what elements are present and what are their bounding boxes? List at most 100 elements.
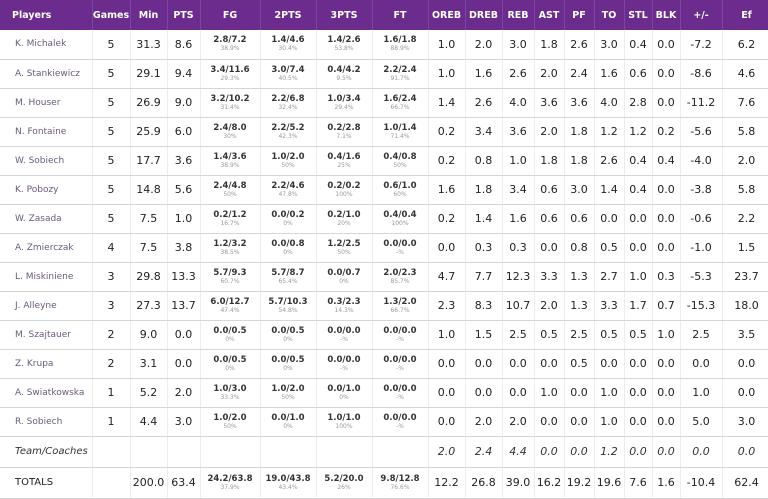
header-dreb[interactable]: DREB — [465, 0, 503, 30]
ft-cell: 0.6/1.0 60% — [372, 175, 429, 205]
header-reb[interactable]: REB — [502, 0, 535, 30]
player-name[interactable]: K. Pobozy — [0, 175, 93, 205]
3pts-cell: 0.3/2.3 14.3% — [316, 291, 373, 321]
player-name[interactable]: Z. Krupa — [0, 349, 93, 379]
player-name[interactable]: R. Sobiech — [0, 407, 93, 437]
header-plus-minus[interactable]: +/- — [680, 0, 723, 30]
blk-cell: 0.0 — [652, 349, 681, 379]
2pts-pct: 32.4% — [278, 103, 298, 111]
fg-pct: 31.4% — [220, 103, 240, 111]
header-to[interactable]: TO — [594, 0, 625, 30]
totals-ft-pct: 76.6% — [390, 483, 410, 491]
oreb-cell: 1.0 — [428, 320, 466, 350]
ef-cell: 0.0 — [722, 378, 768, 408]
3pts-pct: 100% — [335, 422, 353, 430]
fg-cell: 2.8/7.2 38.9% — [200, 30, 261, 60]
header-ast[interactable]: AST — [534, 0, 565, 30]
fg-made: 1.0/3.0 — [213, 383, 247, 394]
header-fg[interactable]: FG — [200, 0, 261, 30]
ft-pct: -% — [396, 393, 404, 401]
team-to: 1.2 — [594, 436, 625, 468]
2pts-pct: 40.5% — [278, 74, 298, 82]
fg-cell: 1.0/2.0 50% — [200, 407, 261, 437]
to-cell: 0.0 — [594, 204, 625, 234]
stl-cell: 1.0 — [624, 262, 653, 292]
table-header-row: Players Games Min PTS FG 2PTS 3PTS FT OR… — [0, 0, 768, 30]
3pts-made: 1.0/3.4 — [327, 93, 361, 104]
fg-cell: 1.4/3.6 38.9% — [200, 146, 261, 176]
plus-minus-cell: -0.6 — [680, 204, 723, 234]
games-cell: 5 — [92, 204, 131, 234]
fg-pct: 47.4% — [220, 306, 240, 314]
team-3pts — [316, 436, 373, 468]
fg-cell: 0.2/1.2 16.7% — [200, 204, 261, 234]
player-name[interactable]: A. Swiatkowska — [0, 378, 93, 408]
3pts-cell: 0.4/1.6 25% — [316, 146, 373, 176]
header-blk[interactable]: BLK — [652, 0, 681, 30]
ft-pct: -% — [396, 364, 404, 372]
games-cell: 1 — [92, 407, 131, 437]
reb-cell: 1.0 — [502, 146, 535, 176]
table-row: Z. Krupa 2 3.1 0.0 0.0/0.5 0% 0.0/0.5 0% 0.0/0.0… — [0, 349, 768, 379]
table-body: K. Michalek 5 31.3 8.6 2.8/7.2 38.9% 1.4/4.6 30… — [0, 30, 768, 499]
min-cell: 3.1 — [130, 349, 168, 379]
dreb-cell: 3.4 — [465, 117, 503, 147]
ft-made: 0.0/0.0 — [383, 412, 417, 423]
player-name[interactable]: N. Fontaine — [0, 117, 93, 147]
ef-cell: 2.2 — [722, 204, 768, 234]
ast-cell: 0.0 — [534, 233, 565, 263]
header-ft[interactable]: FT — [372, 0, 429, 30]
table-row: W. Zasada 5 7.5 1.0 0.2/1.2 16.7% 0.0/0.2 0% 0.2… — [0, 204, 768, 234]
to-cell: 3.0 — [594, 30, 625, 60]
pts-cell: 6.0 — [167, 117, 201, 147]
totals-pts: 63.4 — [167, 467, 201, 499]
ast-cell: 0.0 — [534, 349, 565, 379]
player-name[interactable]: M. Szajtauer — [0, 320, 93, 350]
dreb-cell: 1.5 — [465, 320, 503, 350]
fg-pct: 33.3% — [220, 393, 240, 401]
pts-cell: 13.3 — [167, 262, 201, 292]
stl-cell: 0.0 — [624, 233, 653, 263]
games-cell: 5 — [92, 59, 131, 89]
header-ef[interactable]: Ef — [722, 0, 768, 30]
header-2pts[interactable]: 2PTS — [260, 0, 317, 30]
table-row: A. Swiatkowska 1 5.2 2.0 1.0/3.0 33.3% 1.0/2.0… — [0, 378, 768, 408]
team-blk: 0.0 — [652, 436, 681, 468]
player-name[interactable]: L. Miskiniene — [0, 262, 93, 292]
ft-made: 0.0/0.0 — [383, 383, 417, 394]
player-name[interactable]: J. Alleyne — [0, 291, 93, 321]
header-oreb[interactable]: OREB — [428, 0, 466, 30]
header-games[interactable]: Games — [92, 0, 131, 30]
fg-made: 0.0/0.5 — [213, 325, 247, 336]
player-name[interactable]: W. Sobiech — [0, 146, 93, 176]
2pts-pct: 50% — [281, 393, 295, 401]
games-cell: 5 — [92, 30, 131, 60]
header-3pts[interactable]: 3PTS — [316, 0, 373, 30]
player-name[interactable]: M. Houser — [0, 88, 93, 118]
games-cell: 2 — [92, 349, 131, 379]
header-pts[interactable]: PTS — [167, 0, 201, 30]
header-pf[interactable]: PF — [564, 0, 595, 30]
header-min[interactable]: Min — [130, 0, 168, 30]
player-name[interactable]: K. Michalek — [0, 30, 93, 60]
player-name[interactable]: A. Zmierczak — [0, 233, 93, 263]
min-cell: 25.9 — [130, 117, 168, 147]
header-players[interactable]: Players — [0, 0, 93, 30]
2pts-made: 0.0/0.5 — [271, 354, 305, 365]
ft-made: 0.6/1.0 — [383, 180, 417, 191]
header-stl[interactable]: STL — [624, 0, 653, 30]
2pts-pct: 65.4% — [278, 277, 298, 285]
pts-cell: 5.6 — [167, 175, 201, 205]
stl-cell: 0.4 — [624, 146, 653, 176]
player-name[interactable]: A. Stankiewicz — [0, 59, 93, 89]
to-cell: 3.3 — [594, 291, 625, 321]
plus-minus-cell: 1.0 — [680, 378, 723, 408]
player-name[interactable]: W. Zasada — [0, 204, 93, 234]
table-row: K. Michalek 5 31.3 8.6 2.8/7.2 38.9% 1.4/4.6 30… — [0, 30, 768, 60]
team-games — [92, 436, 131, 468]
ast-cell: 1.8 — [534, 30, 565, 60]
stl-cell: 1.2 — [624, 117, 653, 147]
3pts-made: 0.0/1.0 — [327, 383, 361, 394]
2pts-made: 1.0/2.0 — [271, 383, 305, 394]
2pts-cell: 1.0/2.0 50% — [260, 146, 317, 176]
